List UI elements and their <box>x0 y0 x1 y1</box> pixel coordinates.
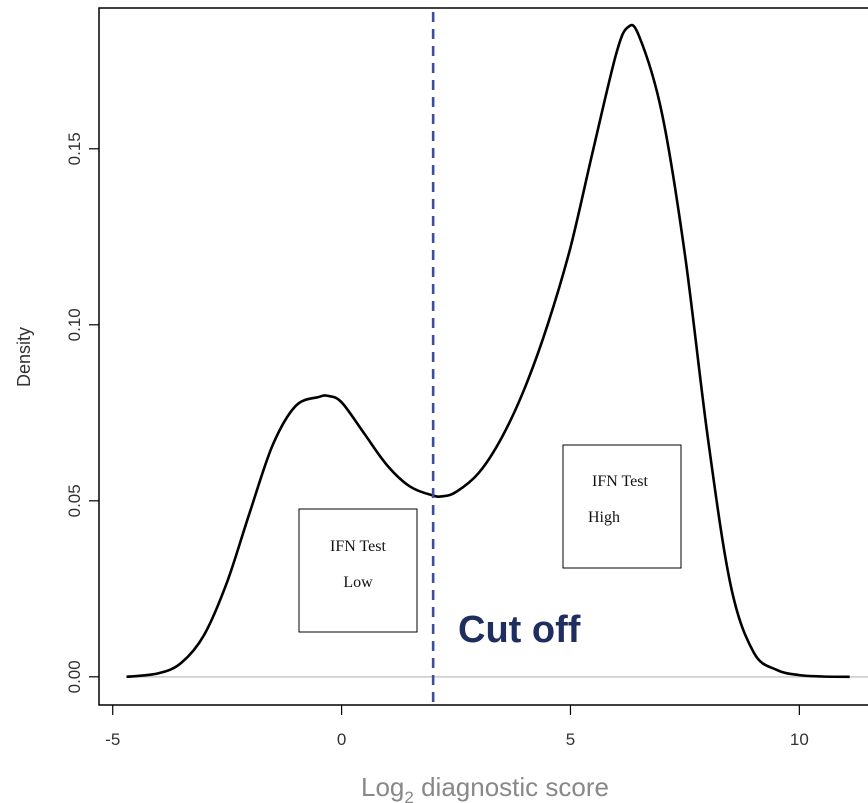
y-axis: 0.00 0.05 0.10 0.15 <box>65 132 99 693</box>
ifn-low-line-1: IFN Test <box>330 538 386 555</box>
x-axis-title-subscript: 2 <box>404 788 413 803</box>
ifn-high-box: IFN Test High <box>562 444 682 569</box>
x-axis: -5 0 5 10 <box>105 705 809 749</box>
density-curve <box>126 23 850 679</box>
y-tick-label: 0.10 <box>65 308 84 341</box>
ifn-high-line-2: High <box>588 509 620 526</box>
x-axis-title: Log2 diagnostic score <box>361 772 609 803</box>
x-tick-label: -5 <box>105 730 120 749</box>
y-tick-label: 0.05 <box>65 484 84 517</box>
y-tick-label: 0.15 <box>65 132 84 165</box>
x-axis-title-main: Log <box>361 772 404 802</box>
y-tick-label: 0.00 <box>65 660 84 693</box>
x-tick-label: 5 <box>566 730 575 749</box>
ifn-low-box: IFN Test Low <box>298 508 418 633</box>
ifn-low-line-2: Low <box>343 574 373 591</box>
ifn-high-line-1: IFN Test <box>592 473 648 490</box>
cutoff-label: Cut off <box>458 609 581 651</box>
y-axis-title: Density <box>14 327 34 387</box>
x-tick-label: 10 <box>790 730 809 749</box>
x-tick-label: 0 <box>337 730 346 749</box>
x-axis-title-rest: diagnostic score <box>414 772 609 802</box>
plot-frame <box>98 7 868 706</box>
